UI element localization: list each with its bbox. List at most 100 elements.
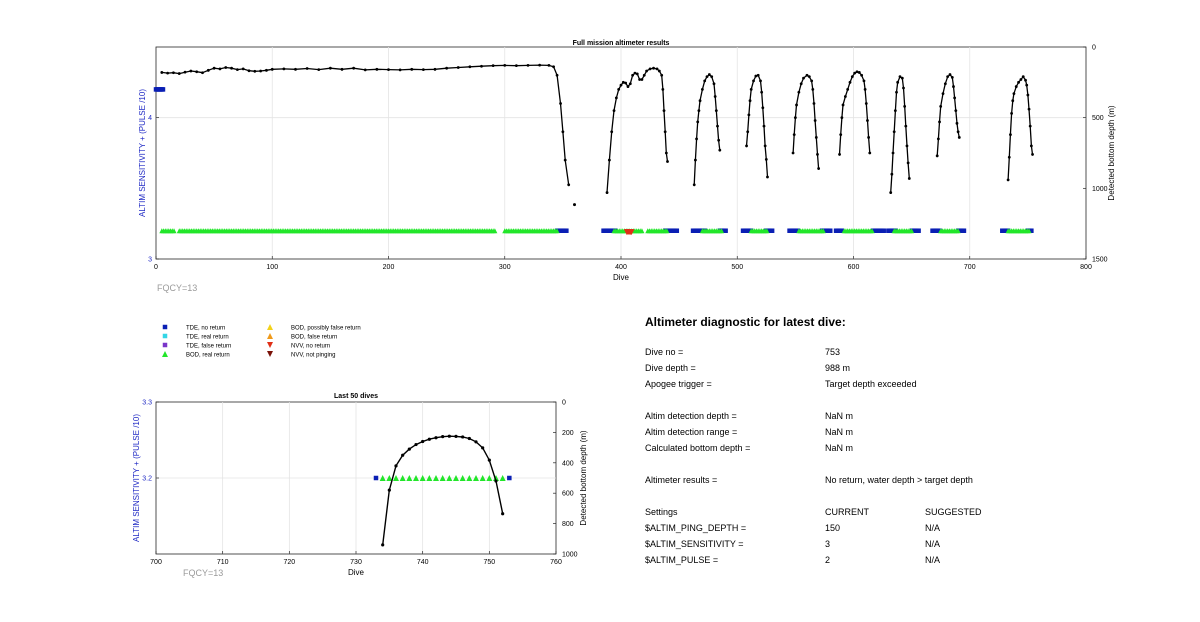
left-tick-label: 3.2: [142, 476, 152, 483]
x-tick-label: 800: [1080, 264, 1092, 271]
depth-point: [607, 158, 611, 162]
bod-real-return-marker: [764, 228, 770, 234]
depth-point: [270, 67, 274, 71]
depth-point: [754, 74, 758, 78]
bod-real-return-marker: [453, 475, 459, 481]
diagnostic-label: Apogee trigger =: [645, 379, 712, 389]
depth-point: [1011, 99, 1015, 103]
depth-point: [712, 82, 716, 86]
depth-point: [305, 67, 309, 70]
depth-point: [713, 95, 717, 98]
depth-point: [797, 90, 801, 94]
right-tick-label: 600: [562, 491, 574, 498]
depth-point: [177, 72, 181, 75]
depth-point: [626, 85, 630, 88]
x-tick-label: 200: [383, 264, 395, 271]
depth-point: [890, 172, 894, 176]
full-mission-chart: 0 100 200 300 400 500 600 700 80034050010001500 …: [138, 40, 1116, 293]
depth-point: [857, 71, 861, 74]
depth-point: [813, 119, 817, 122]
main-chart-title: Full mission altimeter results: [573, 40, 670, 47]
depth-point: [1019, 78, 1023, 81]
legend-label: NVV, not pinging: [291, 353, 335, 359]
depth-point: [840, 116, 844, 120]
depth-point: [655, 67, 659, 71]
depth-point: [946, 75, 950, 79]
diagnostic-title: Altimeter diagnostic for latest dive:: [645, 315, 846, 329]
depth-point: [896, 80, 900, 84]
depth-point: [467, 436, 471, 441]
diagnostic-label: Dive no =: [645, 347, 684, 357]
depth-point: [841, 103, 845, 107]
depth-point: [1010, 112, 1013, 115]
bod-real-return-marker: [413, 475, 419, 481]
depth-point: [868, 151, 872, 155]
depth-point: [1017, 80, 1020, 84]
tde-no-return-marker: [828, 228, 833, 233]
x-tick-label: 300: [499, 264, 511, 271]
depth-point: [745, 144, 748, 148]
depth-point: [956, 130, 960, 134]
depth-point: [398, 68, 402, 72]
depth-point: [955, 121, 959, 125]
depth-point: [503, 63, 507, 67]
depth-point: [481, 446, 485, 450]
depth-point: [645, 69, 648, 73]
depth-point: [892, 130, 896, 134]
depth-point: [862, 79, 866, 83]
x-tick-label: 600: [848, 264, 860, 271]
depth-point: [468, 65, 472, 69]
bod-real-return-marker: [869, 228, 875, 234]
depth-point: [427, 437, 431, 441]
tde-no-return-marker: [160, 87, 166, 92]
diagnostic-value: 753: [825, 347, 841, 357]
depth-point: [241, 67, 245, 71]
diagnostic-label: Altim detection depth =: [645, 411, 737, 421]
depth-point: [811, 88, 815, 91]
depth-point: [700, 88, 704, 91]
depth-point: [867, 136, 871, 139]
depth-point: [903, 104, 907, 108]
bod-real-return-marker: [492, 228, 498, 234]
depth-point: [749, 88, 753, 91]
depth-point: [696, 120, 700, 124]
x-tick-label: 740: [417, 559, 429, 566]
depth-point: [936, 137, 940, 141]
depth-point: [943, 82, 947, 86]
depth-point: [538, 63, 542, 67]
depth-point: [375, 67, 379, 71]
depth-point: [612, 109, 616, 112]
depth-point: [860, 73, 864, 77]
depth-point: [957, 136, 961, 139]
main-fqcy-annotation: FQCY=13: [157, 283, 197, 293]
diagnostic-value: NaN m: [825, 411, 854, 421]
bod-real-return-marker: [473, 475, 479, 481]
small-right-axis-label: Detected bottom depth (m): [579, 430, 588, 525]
depth-point: [247, 69, 251, 73]
depth-point: [235, 68, 239, 72]
depth-point: [201, 71, 204, 75]
depth-point: [514, 64, 518, 68]
depth-point: [747, 113, 751, 117]
depth-point: [848, 80, 852, 84]
depth-point: [253, 69, 257, 73]
last-50-dives-chart: 700 710 720 730 740 750 760 3.2 3.3 0 200 400 600 800…: [132, 393, 588, 578]
depth-line: [606, 67, 669, 193]
depth-point: [407, 447, 411, 451]
bod-real-return-marker: [466, 475, 473, 481]
depth-point: [938, 120, 941, 124]
depth-point: [282, 67, 286, 71]
depth-point: [610, 130, 614, 134]
left-tick-label: 3.3: [142, 400, 152, 407]
depth-point: [761, 106, 765, 110]
legend-marker-triangle-down: [267, 342, 273, 348]
legend: TDE, no return TDE, real return TDE, false…: [162, 324, 361, 359]
depth-point: [889, 191, 893, 194]
depth-point: [746, 130, 750, 134]
depth-point: [454, 434, 458, 438]
depth-point: [900, 76, 904, 80]
depth-point: [1009, 133, 1012, 137]
depth-point: [340, 67, 344, 71]
diagnostic-label: Altimeter results =: [645, 475, 718, 485]
